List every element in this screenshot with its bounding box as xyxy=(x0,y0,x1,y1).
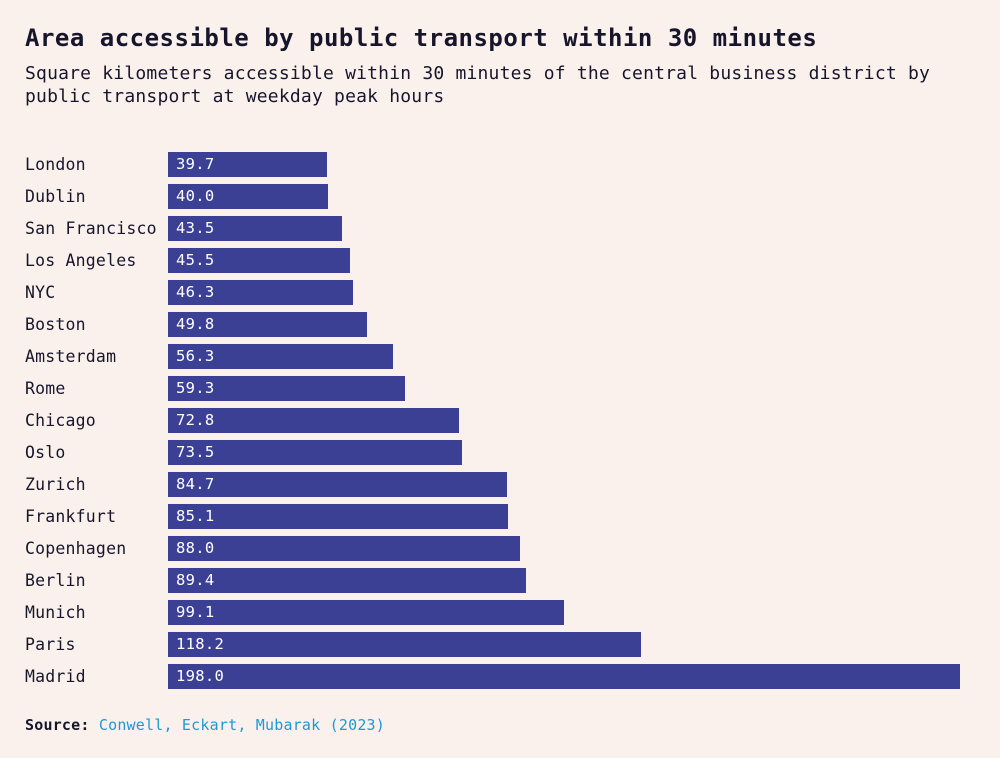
chart-rows: London 39.7 Dublin 40.0 San Francisco 43.5 Los… xyxy=(25,148,960,692)
value-label: 88.0 xyxy=(176,539,215,557)
category-label: Zurich xyxy=(25,474,86,494)
value-label: 118.2 xyxy=(176,635,225,653)
bar-area: 40.0 xyxy=(168,183,960,209)
bar: 45.5 xyxy=(168,247,350,273)
category-label: Frankfurt xyxy=(25,506,117,526)
bar: 56.3 xyxy=(168,343,394,369)
chart-row: Amsterdam 56.3 xyxy=(25,340,960,372)
bar: 118.2 xyxy=(168,631,641,657)
chart-row: Berlin 89.4 xyxy=(25,564,960,596)
bar: 85.1 xyxy=(168,503,509,529)
category-label: Berlin xyxy=(25,570,86,590)
category-label: Rome xyxy=(25,378,66,398)
value-label: 49.8 xyxy=(176,315,215,333)
category-label: NYC xyxy=(25,282,56,302)
chart-row: Boston 49.8 xyxy=(25,308,960,340)
bar-area: 43.5 xyxy=(168,215,960,241)
value-label: 39.7 xyxy=(176,155,215,173)
bar: 99.1 xyxy=(168,599,565,625)
category-label: Dublin xyxy=(25,186,86,206)
bar: 72.8 xyxy=(168,407,460,433)
value-label: 46.3 xyxy=(176,283,215,301)
bar-area: 88.0 xyxy=(168,535,960,561)
chart-row: London 39.7 xyxy=(25,148,960,180)
category-label: Boston xyxy=(25,314,86,334)
value-label: 73.5 xyxy=(176,443,215,461)
bar-area: 73.5 xyxy=(168,439,960,465)
bar: 46.3 xyxy=(168,279,354,305)
bar-area: 56.3 xyxy=(168,343,960,369)
chart-title: Area accessible by public transport with… xyxy=(25,24,818,52)
chart-row: Frankfurt 85.1 xyxy=(25,500,960,532)
chart-row: Los Angeles 45.5 xyxy=(25,244,960,276)
bar-area: 85.1 xyxy=(168,503,960,529)
source-link[interactable]: Conwell, Eckart, Mubarak (2023) xyxy=(98,716,386,734)
chart-row: Zurich 84.7 xyxy=(25,468,960,500)
bar: 49.8 xyxy=(168,311,368,337)
chart-row: Rome 59.3 xyxy=(25,372,960,404)
category-label: San Francisco xyxy=(25,218,157,238)
value-label: 89.4 xyxy=(176,571,215,589)
chart-row: Paris 118.2 xyxy=(25,628,960,660)
category-label: Paris xyxy=(25,634,76,654)
bar-area: 39.7 xyxy=(168,151,960,177)
bar-area: 72.8 xyxy=(168,407,960,433)
value-label: 40.0 xyxy=(176,187,215,205)
category-label: London xyxy=(25,154,86,174)
bar: 73.5 xyxy=(168,439,462,465)
chart-row: Dublin 40.0 xyxy=(25,180,960,212)
bar-area: 99.1 xyxy=(168,599,960,625)
bar-area: 89.4 xyxy=(168,567,960,593)
category-label: Los Angeles xyxy=(25,250,137,270)
value-label: 198.0 xyxy=(176,667,225,685)
bar-chart: London 39.7 Dublin 40.0 San Francisco 43.5 Los… xyxy=(25,148,960,692)
bar-area: 46.3 xyxy=(168,279,960,305)
category-label: Chicago xyxy=(25,410,96,430)
chart-row: Copenhagen 88.0 xyxy=(25,532,960,564)
chart-row: Chicago 72.8 xyxy=(25,404,960,436)
category-label: Amsterdam xyxy=(25,346,117,366)
value-label: 72.8 xyxy=(176,411,215,429)
bar: 43.5 xyxy=(168,215,342,241)
bar-area: 49.8 xyxy=(168,311,960,337)
bar: 89.4 xyxy=(168,567,526,593)
bar-area: 45.5 xyxy=(168,247,960,273)
bar-area: 118.2 xyxy=(168,631,960,657)
chart-row: Oslo 73.5 xyxy=(25,436,960,468)
bar-area: 198.0 xyxy=(168,663,960,689)
category-label: Madrid xyxy=(25,666,86,686)
value-label: 45.5 xyxy=(176,251,215,269)
bar-area: 59.3 xyxy=(168,375,960,401)
bar: 40.0 xyxy=(168,183,328,209)
value-label: 99.1 xyxy=(176,603,215,621)
value-label: 59.3 xyxy=(176,379,215,397)
source-label: Source: xyxy=(25,716,90,734)
value-label: 43.5 xyxy=(176,219,215,237)
category-label: Copenhagen xyxy=(25,538,127,558)
chart-row: Madrid 198.0 xyxy=(25,660,960,692)
value-label: 84.7 xyxy=(176,475,215,493)
category-label: Oslo xyxy=(25,442,66,462)
source-line: Source: Conwell, Eckart, Mubarak (2023) xyxy=(25,716,385,734)
bar: 59.3 xyxy=(168,375,406,401)
bar-area: 84.7 xyxy=(168,471,960,497)
bar: 88.0 xyxy=(168,535,520,561)
bar: 198.0 xyxy=(168,663,960,689)
chart-row: Munich 99.1 xyxy=(25,596,960,628)
chart-row: San Francisco 43.5 xyxy=(25,212,960,244)
bar: 84.7 xyxy=(168,471,507,497)
category-label: Munich xyxy=(25,602,86,622)
value-label: 56.3 xyxy=(176,347,215,365)
bar: 39.7 xyxy=(168,151,327,177)
chart-row: NYC 46.3 xyxy=(25,276,960,308)
chart-subtitle: Square kilometers accessible within 30 m… xyxy=(25,63,931,107)
value-label: 85.1 xyxy=(176,507,215,525)
